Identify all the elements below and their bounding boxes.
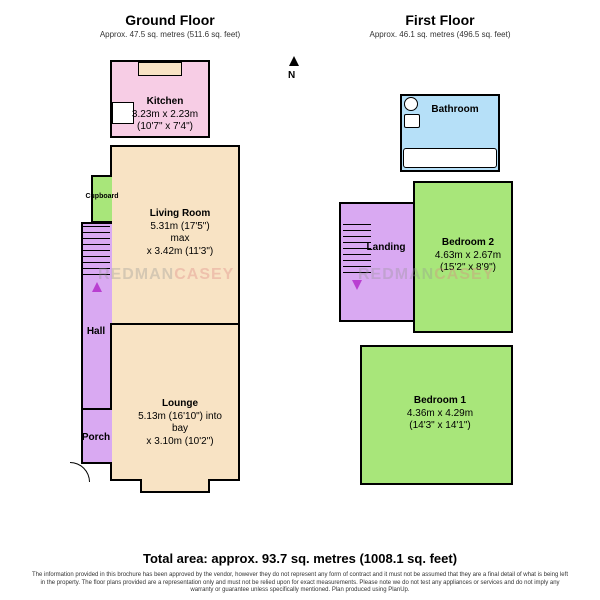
bathroom-label: Bathroom xyxy=(420,104,490,117)
lounge-label: Lounge 5.13m (16'10") into bay x 3.10m (… xyxy=(130,398,230,448)
first-floor-title: First Floor xyxy=(340,12,540,28)
first-floor-subtitle: Approx. 46.1 sq. metres (496.5 sq. feet) xyxy=(340,30,540,39)
bath-toilet xyxy=(404,97,418,111)
kitchen-sink xyxy=(138,62,182,76)
disclaimer-text: The information provided in this brochur… xyxy=(30,572,570,594)
bedroom1-label: Bedroom 1 4.36m x 4.29m (14'3" x 14'1") xyxy=(395,395,485,433)
kitchen-label: Kitchen 3.23m x 2.23m (10'7" x 7'4") xyxy=(128,96,202,134)
living-label: Living Room 5.31m (17'5") max x 3.42m (1… xyxy=(140,208,220,258)
bath-tub xyxy=(403,148,497,168)
landing-label: Landing xyxy=(358,242,414,255)
bath-basin xyxy=(404,114,420,128)
ground-floor-title: Ground Floor xyxy=(70,12,270,28)
compass-arrow-icon xyxy=(289,56,299,66)
compass-north-label: N xyxy=(288,70,295,81)
ground-floor-subtitle: Approx. 47.5 sq. metres (511.6 sq. feet) xyxy=(70,30,270,39)
watermark-ground: REDMANCASEY xyxy=(98,266,234,284)
lounge-bay xyxy=(140,479,210,493)
cupboard-label: Cupboard xyxy=(80,193,124,202)
porch-label: Porch xyxy=(76,432,116,445)
watermark-first: REDMANCASEY xyxy=(358,266,494,284)
hall-label: Hall xyxy=(80,326,112,339)
total-area-text: Total area: approx. 93.7 sq. metres (100… xyxy=(0,551,600,566)
floorplan-container: Ground Floor Approx. 47.5 sq. metres (51… xyxy=(0,0,600,600)
porch-door-icon xyxy=(70,462,90,482)
